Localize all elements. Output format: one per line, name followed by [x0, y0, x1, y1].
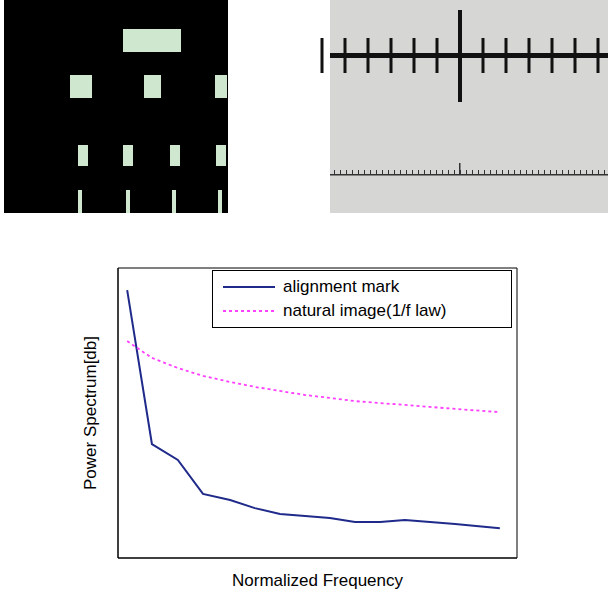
- svg-text:Normalized Frequency: Normalized Frequency: [232, 571, 404, 590]
- html-text:alignment mark: alignment mark: [283, 277, 400, 296]
- svg-text:Power Spectrum[db]: Power Spectrum[db]: [81, 336, 100, 490]
- html-text:natural image(1/f law): natural image(1/f law): [283, 301, 447, 320]
